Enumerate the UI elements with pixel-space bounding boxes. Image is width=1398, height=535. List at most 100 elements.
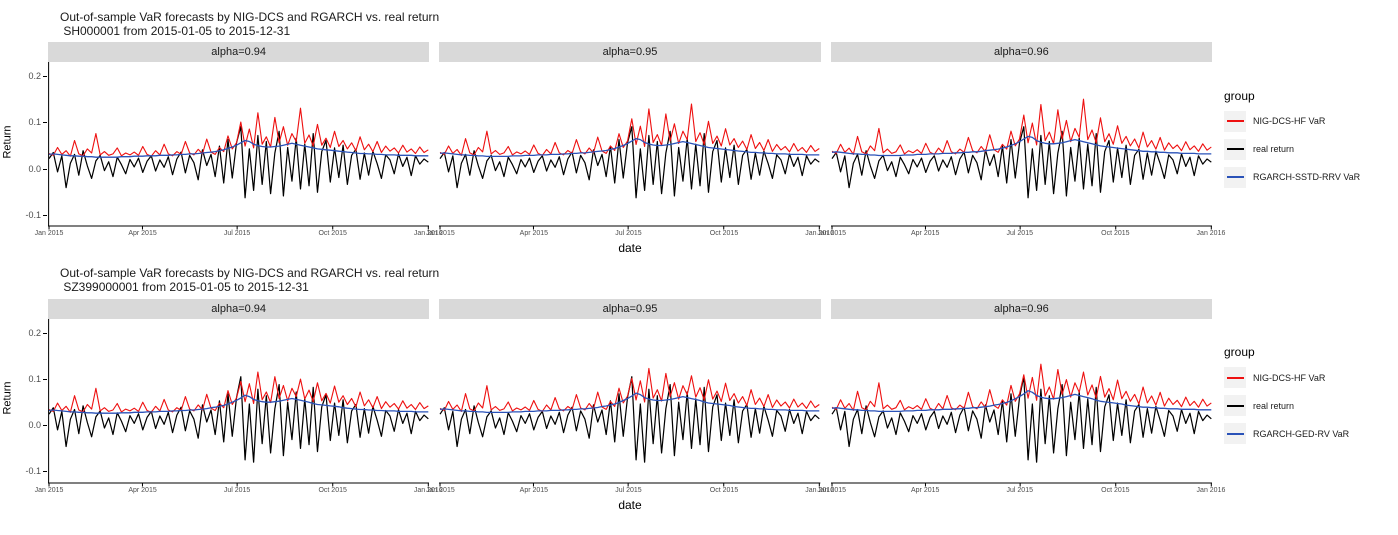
facet-strip-label: alpha=0.96: [830, 298, 1212, 319]
x-axis-tick-labels: Jan 2015 Apr 2015 Jul 2015 Oct 2015 Jan 2016: [817, 230, 1225, 241]
figure-title: Out-of-sample VaR forecasts by NIG-DCS a…: [60, 266, 1398, 294]
legend-item: NIG-DCS-HF VaR: [1224, 110, 1398, 132]
x-tick-label: Jul 2015: [223, 230, 251, 238]
facet-panel: alpha=0.94 Jan 2015 Apr 2015 Jul 2015 Oct 20…: [35, 42, 443, 241]
x-tick-label: Jan 2016: [805, 230, 835, 238]
x-tick-label: Jul 2015: [615, 486, 642, 494]
x-axis-title: date: [618, 497, 642, 512]
y-axis-title: Return: [2, 381, 14, 415]
x-tick-label: Apr 2015: [519, 486, 549, 494]
y-tick-label: -0.1: [25, 466, 41, 477]
facet-panel: alpha=0.95 Jan 2015 Apr 2015 Jul 2015 Oct 20…: [426, 298, 834, 498]
legend-key: [1224, 367, 1246, 389]
x-tick-label: Jul 2015: [615, 230, 642, 238]
legend-line-swatch: [1226, 120, 1244, 123]
facet-panel: alpha=0.96 Jan 2015 Apr 2015 Jul 2015 Oct 20…: [817, 42, 1225, 241]
x-tick-label: Apr 2015: [128, 230, 157, 238]
y-tick-label: 0.2: [28, 327, 41, 338]
x-tick-label: Jul 2015: [1006, 486, 1033, 494]
x-tick-label: Jul 2015: [223, 486, 251, 494]
x-tick-label: Oct 2015: [318, 230, 347, 238]
legend-item-label: real return: [1253, 144, 1295, 155]
x-tick-label: Jul 2015: [1006, 230, 1033, 238]
line-chart: [830, 98, 1212, 230]
x-axis-tick-labels: Jan 2015 Apr 2015 Jul 2015 Oct 2015 Jan 2016: [817, 486, 1225, 498]
x-tick-label: Jan 2015: [425, 230, 455, 238]
legend-item-label: NIG-DCS-HF VaR: [1253, 372, 1326, 383]
legend-key: [1224, 138, 1246, 160]
y-tick-label: 0.0: [28, 419, 41, 430]
figure-sz399000001: Out-of-sample VaR forecasts by NIG-DCS a…: [0, 256, 1398, 512]
x-tick-label: Oct 2015: [1101, 486, 1130, 494]
y-tick-label: 0.0: [28, 163, 41, 174]
figure-subtitle: SZ399000001 from 2015-01-05 to 2015-12-3…: [60, 280, 309, 295]
legend-item-label: NIG-DCS-HF VaR: [1253, 116, 1326, 127]
y-tick-mark: [43, 471, 47, 473]
x-axis-tick-labels: Jan 2015 Apr 2015 Jul 2015 Oct 2015 Jan 2016: [426, 230, 834, 241]
y-tick-mark: [43, 424, 47, 426]
x-tick-label: Jan 2016: [413, 230, 443, 238]
facet-strip-label: alpha=0.95: [439, 42, 821, 63]
x-tick-label: Jan 2015: [34, 230, 64, 238]
line-chart: [48, 318, 430, 487]
legend-line-swatch: [1226, 376, 1244, 379]
x-tick-label: Oct 2015: [1101, 230, 1130, 238]
legend-item: RGARCH-SSTD-RRV VaR: [1224, 166, 1398, 188]
figure-sh000001: Out-of-sample VaR forecasts by NIG-DCS a…: [0, 0, 1398, 256]
x-tick-label: Jan 2015: [34, 486, 64, 494]
legend-line-swatch: [1226, 176, 1244, 179]
y-tick-mark: [43, 76, 47, 78]
line-chart: [830, 363, 1212, 487]
x-axis-title: date: [618, 241, 642, 256]
facet-panels: alpha=0.94 Jan 2015 Apr 2015 Jul 2015 Oct 20…: [35, 298, 1225, 498]
legend-item: RGARCH-GED-RV VaR: [1224, 423, 1398, 445]
y-axis-title: Return: [2, 125, 14, 159]
x-tick-label: Oct 2015: [709, 486, 739, 494]
legend: group NIG-DCS-HF VaR real return RGARCH-GE…: [1212, 299, 1398, 498]
legend-title: group: [1224, 88, 1255, 103]
x-tick-label: Oct 2015: [318, 486, 347, 494]
y-tick-mark: [43, 214, 47, 216]
y-tick-label: 0.1: [28, 373, 41, 384]
figure-subtitle: SH000001 from 2015-01-05 to 2015-12-31: [60, 24, 291, 39]
y-axis-ticks: 0.2 0.1 0.0 -0.1: [16, 62, 48, 230]
y-tick-mark: [43, 378, 47, 380]
x-axis-tick-labels: Jan 2015 Apr 2015 Jul 2015 Oct 2015 Jan 2016: [35, 486, 443, 498]
legend-line-swatch: [1226, 432, 1244, 435]
legend-title: group: [1224, 345, 1255, 360]
x-tick-label: Apr 2015: [910, 230, 940, 238]
facet-strip-label: alpha=0.96: [830, 42, 1212, 63]
legend-item-label: RGARCH-GED-RV VaR: [1253, 428, 1350, 439]
facet-strip-label: alpha=0.94: [48, 298, 430, 319]
legend-item: real return: [1224, 138, 1398, 160]
facet-panel: alpha=0.96 Jan 2015 Apr 2015 Jul 2015 Oct 20…: [817, 298, 1225, 498]
y-tick-label: -0.1: [25, 209, 41, 220]
legend-item-label: real return: [1253, 400, 1295, 411]
legend-items: NIG-DCS-HF VaR real return RGARCH-GED-RV V…: [1224, 367, 1398, 451]
legend-line-swatch: [1226, 148, 1244, 151]
legend-items: NIG-DCS-HF VaR real return RGARCH-SSTD-RRV…: [1224, 110, 1398, 195]
legend-key: [1224, 423, 1246, 445]
legend-item: NIG-DCS-HF VaR: [1224, 367, 1398, 389]
x-tick-label: Apr 2015: [910, 486, 940, 494]
figure-title-line1: Out-of-sample VaR forecasts by NIG-DCS a…: [60, 10, 440, 24]
facet-strip-label: alpha=0.95: [439, 298, 821, 319]
x-tick-label: Jan 2015: [817, 230, 847, 238]
x-tick-label: Jan 2016: [805, 486, 835, 494]
line-chart: [48, 62, 430, 230]
x-tick-label: Jan 2015: [817, 486, 847, 494]
x-tick-label: Jan 2016: [1196, 230, 1226, 238]
legend: group NIG-DCS-HF VaR real return RGARCH-SS…: [1212, 42, 1398, 241]
x-axis-tick-labels: Jan 2015 Apr 2015 Jul 2015 Oct 2015 Jan 2016: [35, 230, 443, 241]
facet-panel: alpha=0.94 Jan 2015 Apr 2015 Jul 2015 Oct 20…: [35, 298, 443, 498]
legend-line-swatch: [1226, 404, 1244, 407]
figure-title: Out-of-sample VaR forecasts by NIG-DCS a…: [60, 10, 1398, 38]
facet-panel: alpha=0.95 Jan 2015 Apr 2015 Jul 2015 Oct 20…: [426, 42, 834, 241]
y-tick-mark: [43, 332, 47, 334]
legend-key: [1224, 166, 1246, 188]
x-tick-label: Apr 2015: [519, 230, 549, 238]
x-tick-label: Jan 2016: [1196, 486, 1226, 494]
y-tick-mark: [43, 122, 47, 124]
y-tick-mark: [43, 168, 47, 170]
line-chart: [439, 367, 821, 487]
